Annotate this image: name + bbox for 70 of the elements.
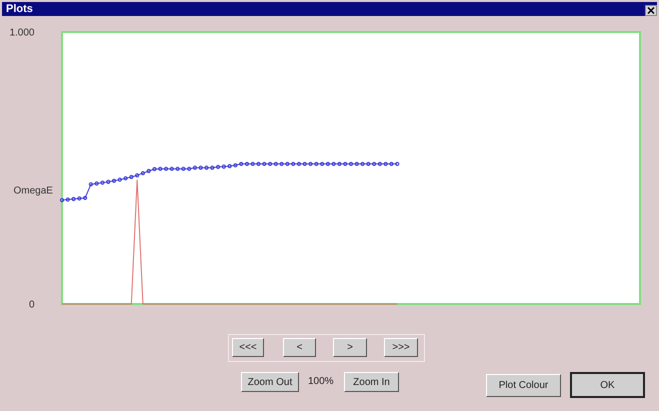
point [158,166,162,171]
point [285,162,290,166]
text: 100% [308,376,334,387]
point [360,162,365,166]
point [176,166,180,171]
point [152,167,157,172]
point [250,162,255,166]
point [204,166,209,170]
point [378,162,382,166]
point [354,162,359,166]
point [94,181,99,186]
point [100,180,105,185]
point [222,164,226,169]
text: <<< [232,338,264,357]
point [326,162,330,166]
point [135,173,140,178]
point [262,162,266,166]
point [314,162,318,166]
y-axis-title: OmegaE [14,186,54,196]
point [77,196,82,201]
point [187,166,192,171]
point [124,176,128,180]
point [88,182,93,186]
point [384,162,388,166]
point [192,166,198,170]
text: Zoom In [344,372,399,392]
y-tick-label: 0 [28,300,35,310]
point [170,166,174,171]
point [343,162,348,166]
point [308,162,313,166]
point [112,178,116,183]
point [274,162,278,166]
text: > [333,338,367,357]
point [268,162,272,166]
point [366,162,370,166]
point [140,171,145,176]
point [106,180,110,184]
point [164,166,168,171]
chart-title: Plots [6,2,33,16]
point [302,162,307,166]
text: Plot Colour [486,374,561,397]
point [239,162,244,166]
text: >>> [384,338,418,357]
point [332,162,336,166]
point [71,196,76,202]
point [244,162,250,166]
text: < [283,338,316,357]
point [118,178,122,182]
point [129,174,134,180]
point [389,162,394,166]
point [337,162,342,166]
point [320,162,324,166]
point [233,163,238,168]
point [198,166,203,170]
point [210,166,214,170]
point [372,162,376,166]
point [216,164,220,169]
point [296,162,302,166]
point [291,162,296,166]
text: Zoom Out [241,372,299,392]
point [256,162,261,166]
text: OK [570,372,645,398]
point [83,196,88,200]
y-tick-label: 1.000 [9,28,35,38]
point [66,197,70,202]
point [146,168,151,174]
point [228,164,232,168]
point [280,162,284,166]
point [181,166,186,171]
point [348,162,354,166]
